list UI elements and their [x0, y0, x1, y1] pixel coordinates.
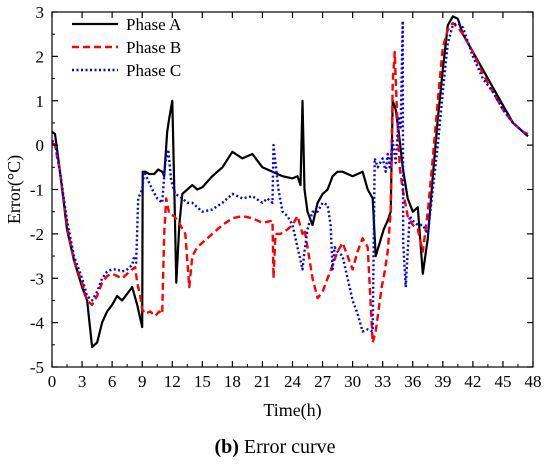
figure-caption: (b) Error curve [0, 436, 550, 459]
y-tick-label: 1 [36, 92, 45, 111]
x-tick-label: 3 [78, 372, 87, 391]
error-curve-chart: 0 3 6 9 12 15 18 21 24 27 30 33 36 39 42 45 48-5-4-3-2-1… [4, 3, 542, 421]
series-line-phase-b [51, 21, 529, 344]
legend-label: Phase C [126, 61, 181, 80]
y-tick-label: -1 [30, 181, 44, 200]
x-tick-label: 9 [138, 372, 147, 391]
x-tick-label: 45 [494, 372, 511, 391]
caption-label: (b) [214, 436, 239, 458]
series-line-phase-c [51, 19, 529, 333]
legend: Phase A Phase B Phase C [72, 15, 182, 80]
x-tick-label: 30 [344, 372, 361, 391]
x-tick-label: 21 [254, 372, 271, 391]
x-tick-label: 36 [404, 372, 421, 391]
y-tick-label: 2 [36, 47, 45, 66]
y-tick-label: -2 [30, 225, 44, 244]
x-tick-label: 33 [374, 372, 391, 391]
x-tick-label: 42 [464, 372, 481, 391]
plot-frame [51, 11, 534, 368]
x-tick-label: 48 [525, 372, 542, 391]
x-tick-label: 0 [48, 372, 57, 391]
plot-lines [51, 15, 529, 349]
legend-label: Phase A [126, 15, 182, 34]
x-tick-label: 24 [284, 372, 302, 391]
y-tick-label: -3 [30, 269, 44, 288]
y-tick-label: 0 [36, 136, 45, 155]
caption-text: Error curve [243, 436, 336, 458]
x-tick-label: 18 [224, 372, 241, 391]
series-line-phase-a [51, 15, 529, 349]
y-tick-label: 3 [36, 3, 45, 22]
axis-ticks: 0 3 6 9 12 15 18 21 24 27 30 33 36 39 42 45 48-5-4-3-2-1… [30, 3, 542, 391]
legend-label: Phase B [126, 38, 181, 57]
x-tick-label: 27 [314, 372, 332, 391]
x-tick-label: 15 [194, 372, 211, 391]
x-tick-label: 6 [108, 372, 117, 391]
y-tick-label: -4 [30, 314, 45, 333]
y-axis-label: Error(°C) [4, 155, 25, 224]
y-tick-label: -5 [30, 358, 44, 377]
x-axis-label: Time(h) [263, 400, 321, 421]
x-tick-label: 39 [434, 372, 451, 391]
x-tick-label: 12 [164, 372, 181, 391]
